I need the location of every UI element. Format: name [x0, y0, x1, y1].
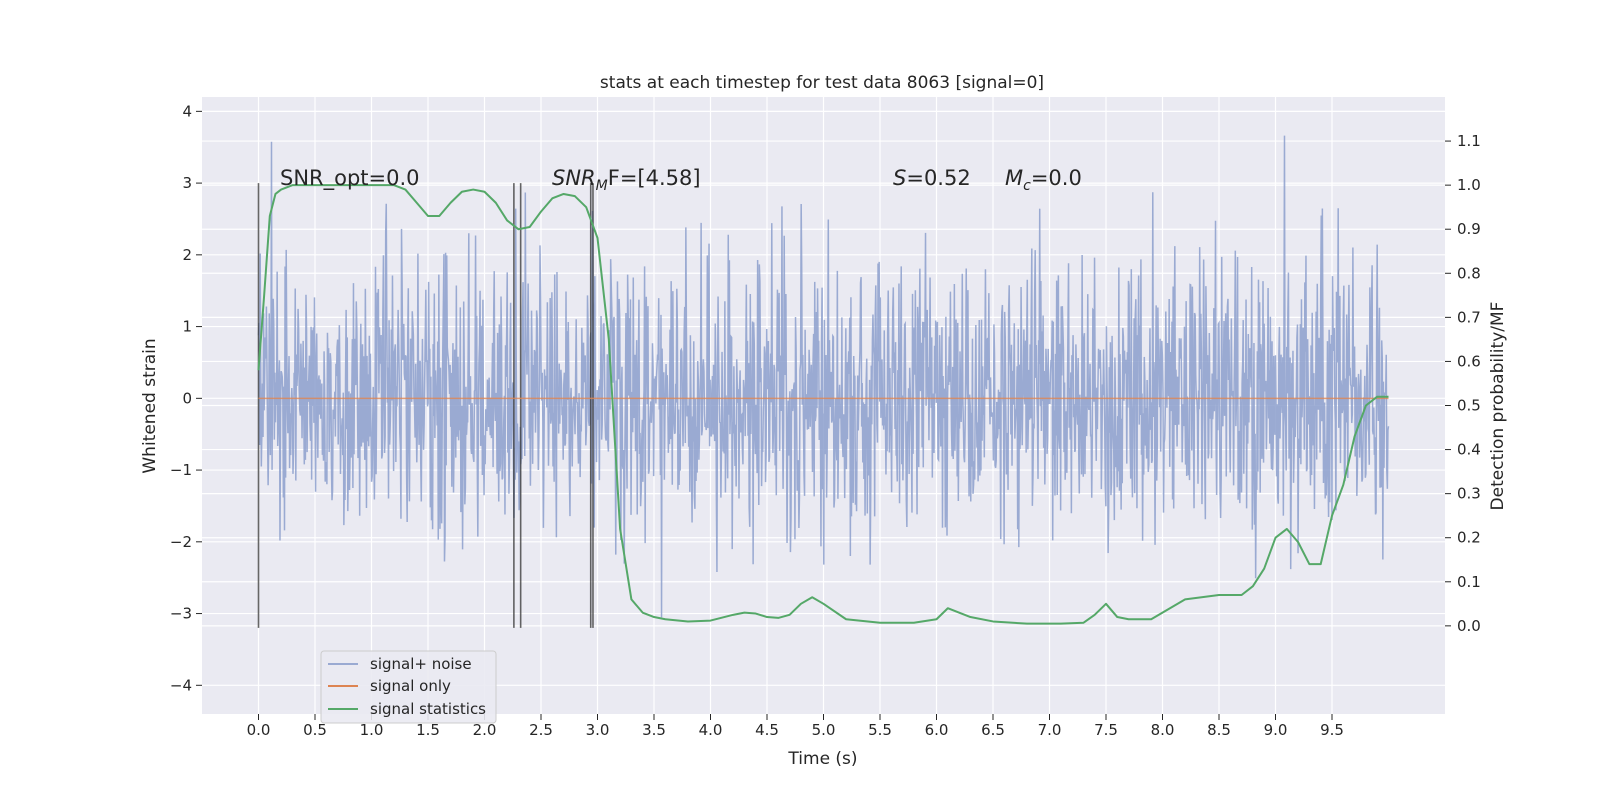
- y-right-tick-label-1: 0.1: [1457, 573, 1481, 591]
- x-tick-label-15: 7.5: [1094, 721, 1118, 739]
- x-tick-label-7: 3.5: [642, 721, 666, 739]
- y-axis-right-ticks: 0.0 0.1 0.2 0.3 0.4 0.5 0.6 0.7 0.8 0.9 1.0 1.1: [1445, 132, 1481, 635]
- x-axis-label: Time (s): [787, 749, 857, 769]
- y-axis-label: Whitened strain: [140, 338, 160, 473]
- signal-statistics-line: [257, 184, 1389, 625]
- legend-box: [320, 650, 497, 724]
- legend-label-signal-statistics: signal statistics: [370, 700, 486, 718]
- x-tick-label-13: 6.5: [981, 721, 1005, 739]
- x-tick-label-10: 5.0: [812, 721, 836, 739]
- x-tick-label-6: 3.0: [586, 721, 610, 739]
- x-tick-label-5: 2.5: [529, 721, 553, 739]
- y-right-tick-label-10: 1.0: [1457, 176, 1481, 194]
- vertical-markers: [257, 183, 594, 628]
- annotation-snr-mf: SNRMF=[4.58]: [552, 166, 701, 194]
- y-tick-label-2: −2: [170, 533, 192, 551]
- y-tick-label-4: 0: [182, 389, 192, 407]
- x-tick-label-1: 0.5: [303, 721, 327, 739]
- y-right-tick-label-0: 0.0: [1457, 617, 1481, 635]
- annotation-mc: Mc=0.0: [1005, 166, 1082, 194]
- annotation-s-stat: S=0.52: [893, 166, 971, 190]
- x-tick-label-18: 9.0: [1264, 721, 1288, 739]
- y-right-tick-label-4: 0.4: [1457, 441, 1481, 459]
- legend-label-signal-only: signal only: [370, 677, 451, 695]
- legend-label-signal-noise: signal+ noise: [370, 655, 472, 673]
- y-right-tick-label-2: 0.2: [1457, 529, 1481, 547]
- series-signal-noise: [257, 135, 1390, 618]
- y-tick-label-1: −3: [170, 605, 192, 623]
- y-right-tick-label-7: 0.7: [1457, 308, 1481, 326]
- y-right-tick-label-6: 0.6: [1457, 352, 1481, 370]
- x-tick-label-11: 5.5: [868, 721, 892, 739]
- x-tick-label-19: 9.5: [1320, 721, 1344, 739]
- y-tick-label-3: −1: [170, 461, 192, 479]
- x-tick-label-3: 1.5: [416, 721, 440, 739]
- x-tick-label-14: 7.0: [1038, 721, 1062, 739]
- y-right-tick-label-5: 0.5: [1457, 397, 1481, 415]
- y-right-tick-label-9: 0.9: [1457, 220, 1481, 238]
- legend: signal+ noise signal only signal statist…: [320, 650, 497, 724]
- x-tick-label-16: 8.0: [1151, 721, 1175, 739]
- x-tick-label-9: 4.5: [755, 721, 779, 739]
- y-right-tick-label-8: 0.8: [1457, 264, 1481, 282]
- x-axis-ticks: 0.0 0.5 1.0 1.5 2.0 2.5 3.0 3.5 4.0 4.5 5.0 5.5 6.0 6…: [247, 714, 1344, 739]
- y-axis-right-label: Detection probability/MF: [1488, 302, 1508, 511]
- y-right-tick-label-3: 0.3: [1457, 485, 1481, 503]
- annotation-snr-opt: SNR_opt=0.0: [280, 166, 420, 191]
- x-tick-label-4: 2.0: [473, 721, 497, 739]
- chart-title: stats at each timestep for test data 806…: [600, 73, 1044, 93]
- x-tick-label-2: 1.0: [360, 721, 384, 739]
- y-tick-label-5: 1: [182, 318, 192, 336]
- y-tick-label-7: 3: [182, 174, 192, 192]
- x-tick-label-0: 0.0: [247, 721, 271, 739]
- x-tick-label-8: 4.0: [699, 721, 723, 739]
- series-signal-statistics: [257, 184, 1389, 625]
- x-tick-label-12: 6.0: [925, 721, 949, 739]
- signal-noise-line: [257, 135, 1390, 618]
- y-tick-label-0: −4: [170, 676, 192, 694]
- y-tick-label-8: 4: [182, 102, 192, 120]
- x-tick-label-17: 8.5: [1207, 721, 1231, 739]
- y-tick-label-6: 2: [182, 246, 192, 264]
- y-axis-ticks: −4 −3 −2 −1 0 1 2 3 4: [170, 102, 202, 694]
- y-right-tick-label-11: 1.1: [1457, 132, 1481, 150]
